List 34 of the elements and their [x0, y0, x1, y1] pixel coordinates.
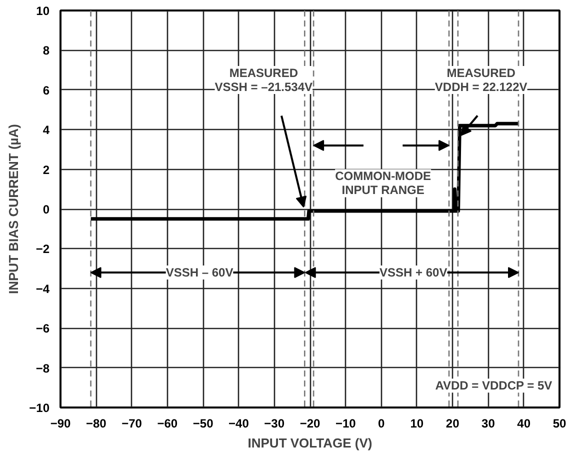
x-tick-label: −60	[157, 416, 178, 430]
y-tick-label: −6	[36, 322, 50, 336]
x-tick-label: 50	[552, 416, 566, 430]
x-tick-label: 30	[482, 416, 496, 430]
x-tick-label: −50	[192, 416, 214, 430]
annotation: VSSH – 60V	[166, 266, 234, 280]
y-tick-label: 0	[42, 202, 50, 216]
x-tick-label: 0	[378, 416, 385, 430]
y-axis-title: INPUT BIAS CURRENT (µA)	[6, 124, 22, 294]
y-tick-label: 8	[42, 44, 50, 58]
y-tick-label: −4	[36, 282, 50, 296]
x-tick-label: −70	[122, 416, 142, 430]
x-tick-label: 10	[410, 416, 424, 430]
annotation: MEASURED VSSH = –21.534V	[214, 66, 313, 94]
x-tick-label: −10	[335, 416, 356, 430]
x-tick-label: −40	[228, 416, 250, 430]
annotation: MEASURED VDDH = 22.122V	[434, 66, 528, 94]
x-tick-label: −20	[300, 416, 321, 430]
annotation: COMMON-MODE INPUT RANGE	[335, 169, 432, 198]
x-tick-label: 40	[517, 416, 531, 430]
x-tick-label: −90	[50, 416, 72, 430]
y-tick-label: −10	[29, 401, 50, 415]
x-tick-label: −30	[264, 416, 285, 430]
x-tick-label: 20	[446, 416, 460, 430]
y-tick-label: 6	[42, 83, 50, 98]
x-tick-label: −80	[86, 416, 107, 430]
y-tick-label: 2	[42, 162, 50, 177]
y-tick-label: −8	[36, 361, 50, 376]
x-axis-title: INPUT VOLTAGE (V)	[248, 436, 372, 450]
y-tick-label: −2	[36, 242, 50, 256]
y-tick-label: 10	[36, 4, 50, 18]
annotation: AVDD = VDDCP = 5V	[435, 378, 552, 393]
y-tick-label: 4	[42, 123, 50, 138]
annotation: VSSH + 60V	[380, 266, 448, 280]
